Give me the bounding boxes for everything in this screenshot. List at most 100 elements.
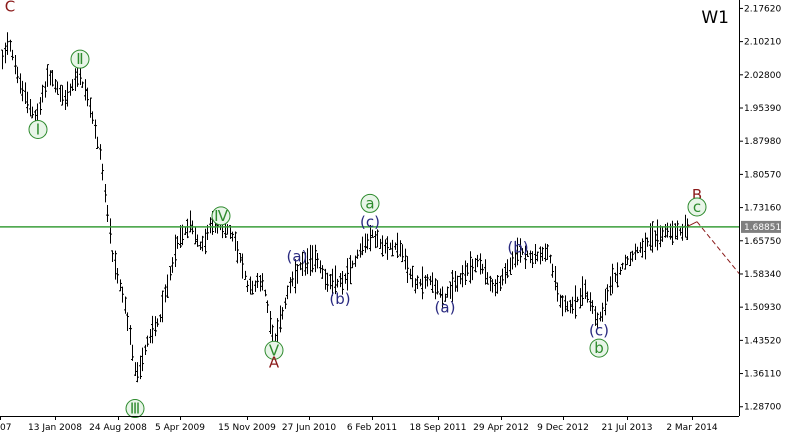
- ohlc-bar: [511, 251, 514, 270]
- y-tick-label: 1.58340: [744, 270, 781, 280]
- ohlc-bar: [366, 233, 369, 250]
- ohlc-bar: [631, 250, 634, 262]
- ohlc-bar: [161, 290, 164, 323]
- ohlc-bar: [671, 220, 674, 246]
- ohlc-bar: [306, 248, 309, 275]
- ohlc-bar: [171, 257, 174, 273]
- ohlc-bar: [234, 231, 237, 251]
- ohlc-bar: [596, 312, 599, 328]
- forecast-projection: [687, 221, 741, 275]
- wave-label: Ⅴ: [264, 340, 284, 360]
- ohlc-bar: [121, 286, 124, 303]
- ohlc-bar: [554, 265, 557, 291]
- ohlc-bar: [604, 288, 607, 316]
- ohlc-bar: [279, 305, 282, 333]
- ohlc-bar: [26, 91, 29, 114]
- wave-label-text: a: [365, 194, 374, 212]
- ohlc-bar: [421, 266, 424, 300]
- ohlc-bar: [134, 362, 137, 376]
- ohlc-bar: [394, 242, 397, 250]
- wave-label: a: [360, 193, 380, 213]
- ohlc-bar: [466, 262, 469, 276]
- ohlc-bar: [54, 79, 57, 93]
- ohlc-bar: [601, 302, 604, 322]
- y-tick-label: 2.17620: [744, 4, 781, 14]
- ohlc-bar: [151, 315, 154, 344]
- ohlc-bar: [419, 278, 422, 287]
- ohlc-bar: [104, 183, 107, 203]
- ohlc-bar: [249, 276, 252, 295]
- ohlc-bar: [469, 251, 472, 284]
- ohlc-bar: [319, 260, 322, 274]
- wave-label-circle: [264, 340, 284, 360]
- ohlc-bar: [56, 81, 59, 95]
- ohlc-bar: [411, 265, 414, 288]
- ohlc-bar: [186, 218, 189, 239]
- ohlc-bar: [294, 259, 297, 294]
- wave-label: Ⅱ: [70, 49, 90, 69]
- ohlc-bar: [391, 239, 394, 257]
- ohlc-bar: [429, 275, 432, 286]
- ohlc-bar: [516, 237, 519, 266]
- ohlc-bar: [646, 237, 649, 247]
- ohlc-bar: [506, 259, 509, 279]
- x-tick-label: 13 Jan 2008: [28, 423, 82, 433]
- ohlc-bar: [661, 226, 664, 242]
- x-tick-label: 29 Apr 2012: [473, 423, 529, 433]
- ohlc-bar: [256, 272, 259, 289]
- ohlc-bar: [636, 246, 639, 254]
- x-tick-label: 21 Jul 2013: [602, 423, 653, 433]
- ohlc-bar: [114, 250, 117, 280]
- ohlc-bar: [659, 225, 662, 248]
- ohlc-bar: [236, 240, 239, 264]
- y-tick-label: 1.65750: [744, 237, 781, 247]
- wave-label: (a): [287, 248, 308, 266]
- ohlc-bar: [61, 85, 64, 106]
- ohlc-bars: [1, 32, 689, 383]
- ohlc-bar: [569, 299, 572, 314]
- wave-label-text: (c): [589, 322, 609, 340]
- ohlc-bar: [44, 81, 47, 98]
- wave-label-text: Ⅳ: [214, 207, 228, 225]
- ohlc-bar: [116, 267, 119, 284]
- ohlc-bar: [521, 248, 524, 255]
- ohlc-bar: [164, 284, 167, 303]
- ohlc-bar: [341, 270, 344, 295]
- ohlc-bar: [586, 291, 589, 303]
- ohlc-bar: [101, 163, 104, 181]
- ohlc-bar: [504, 263, 507, 284]
- ohlc-bar: [509, 257, 512, 275]
- ohlc-bar: [16, 66, 19, 84]
- ohlc-bar: [109, 218, 112, 244]
- ohlc-bar: [74, 68, 77, 92]
- ohlc-bar: [141, 347, 144, 372]
- ohlc-bar: [489, 275, 492, 292]
- wave-label: (b): [507, 238, 528, 256]
- ohlc-bar: [676, 220, 679, 240]
- ohlc-bar: [594, 306, 597, 326]
- forecast-segment: [696, 221, 741, 275]
- wave-label-text: B: [692, 186, 702, 204]
- ohlc-bar: [579, 288, 582, 309]
- ohlc-bar: [381, 235, 384, 257]
- ohlc-bar: [529, 250, 532, 264]
- wave-label: B: [692, 186, 702, 204]
- ohlc-bar: [14, 54, 17, 75]
- ohlc-bar: [269, 311, 272, 334]
- ohlc-bar: [609, 276, 612, 296]
- ohlc-bar: [479, 253, 482, 275]
- ohlc-bar: [149, 328, 152, 344]
- y-tick-label: 1.95390: [744, 104, 781, 114]
- ohlc-bar: [29, 98, 32, 117]
- ohlc-bar: [624, 254, 627, 270]
- wave-label-circle: [70, 49, 90, 69]
- ohlc-bar: [259, 274, 262, 292]
- wave-label-circle: [589, 338, 609, 358]
- ohlc-bar: [559, 294, 562, 308]
- ohlc-bar: [246, 280, 249, 292]
- ohlc-bar: [501, 268, 504, 286]
- ohlc-bar: [86, 87, 89, 107]
- ohlc-bar: [541, 246, 544, 261]
- ohlc-bar: [11, 49, 14, 61]
- ohlc-bar: [409, 268, 412, 280]
